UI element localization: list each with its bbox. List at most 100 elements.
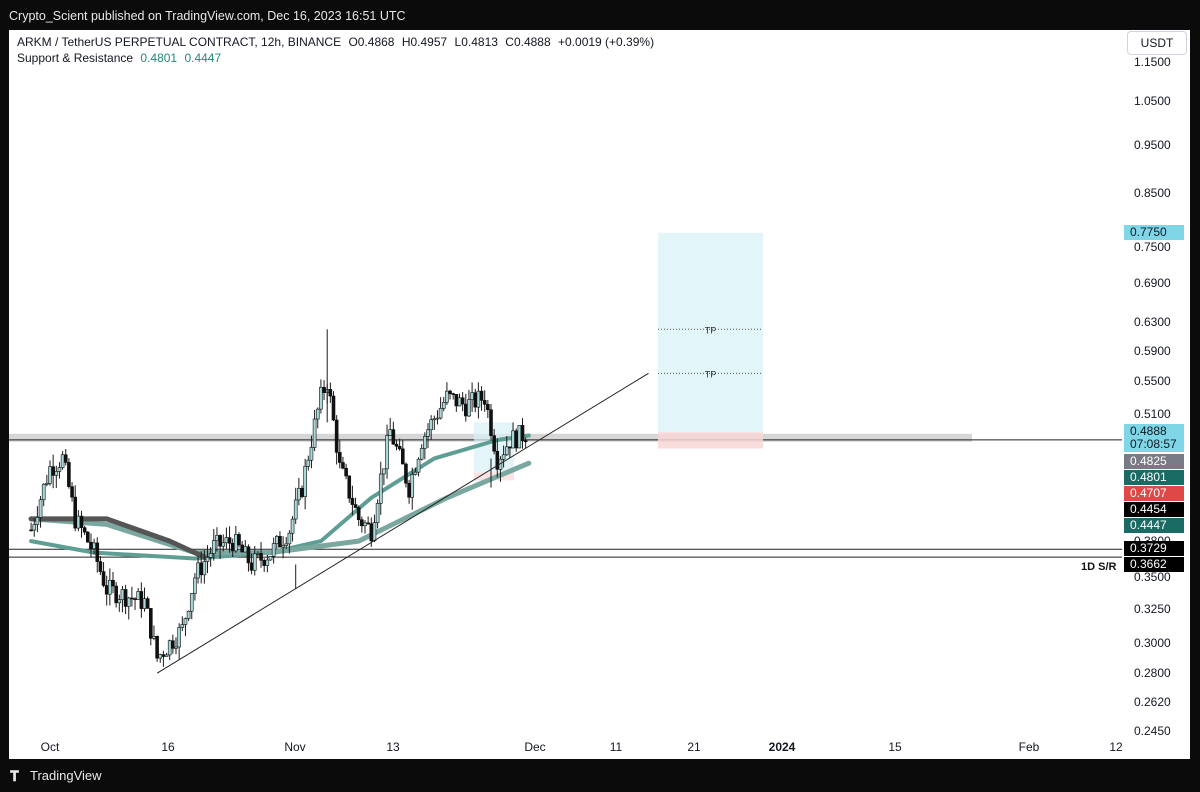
candle-body: [429, 419, 433, 431]
candle-body: [60, 454, 65, 468]
candle-body: [230, 542, 235, 552]
moving-average-line: [29, 433, 531, 561]
candle-body: [347, 475, 352, 499]
candle-body: [82, 527, 87, 533]
candle-body: [259, 553, 263, 561]
candle-body: [152, 635, 156, 639]
candle-body: [479, 390, 484, 401]
candle-body: [262, 560, 267, 566]
candle-body: [341, 462, 345, 469]
candle-body: [158, 654, 163, 659]
candle-body: [205, 557, 210, 562]
tradingview-logo-icon[interactable]: 𝐓: [10, 768, 20, 784]
candle-body: [319, 386, 323, 410]
candle-body: [218, 535, 222, 547]
price-tick-label: 0.3500: [1134, 569, 1171, 584]
candle-body: [315, 408, 320, 420]
candle-body: [463, 403, 468, 417]
candle-body: [171, 640, 175, 649]
candle-body: [457, 397, 462, 407]
close-value: C0.4888: [505, 35, 551, 49]
candle-body: [369, 523, 374, 542]
time-tick-label: 11: [609, 740, 623, 754]
candle-body: [130, 597, 134, 600]
time-tick-label: 16: [161, 740, 175, 754]
candle-body: [199, 562, 203, 576]
candle-body: [98, 561, 103, 572]
candle-body: [331, 395, 336, 421]
candle-body: [240, 544, 244, 553]
candle-body: [344, 467, 348, 477]
candle-body: [388, 429, 393, 436]
candle-body: [385, 435, 389, 470]
candle-body: [504, 446, 509, 456]
sr-label: 1D S/R: [1081, 561, 1117, 573]
candle-body: [174, 646, 178, 649]
candle-body: [180, 624, 185, 628]
candle-body: [114, 585, 118, 604]
candle-body: [423, 436, 427, 449]
candle-body: [104, 585, 109, 595]
price-tag: 0.4447: [1124, 518, 1184, 534]
candle-body: [360, 519, 364, 527]
chart-frame[interactable]: [9, 30, 1190, 759]
candle-body: [70, 486, 74, 498]
open-value: O0.4868: [348, 35, 395, 49]
candle-body: [123, 589, 128, 607]
candle-body: [290, 518, 295, 534]
candle-body: [492, 435, 496, 452]
candle-body: [126, 597, 131, 607]
candle-body: [186, 610, 191, 619]
candle-body: [470, 392, 474, 400]
candle-body: [215, 535, 219, 541]
candle-body: [271, 543, 276, 557]
tp-label: TP: [705, 325, 717, 335]
high-value: H0.4957: [401, 35, 448, 49]
indicator-name[interactable]: Support & Resistance: [17, 51, 134, 65]
candle-body: [413, 471, 418, 475]
stop-zone: [658, 432, 763, 449]
candle-body: [133, 598, 137, 601]
price-tick-label: 0.6900: [1134, 276, 1171, 290]
candle-body: [372, 522, 377, 542]
candle-body: [32, 524, 37, 531]
candle-body: [183, 618, 188, 625]
candle-body: [51, 466, 55, 476]
time-tick-label: Nov: [284, 740, 306, 754]
candle-body: [117, 599, 122, 604]
candle-body: [45, 483, 49, 485]
chart-legend: ARKM / TetherUS PERPETUAL CONTRACT, 12h,…: [17, 34, 654, 66]
candle-body: [511, 430, 515, 449]
candle-body: [350, 497, 355, 505]
footer-bar: 𝐓 TradingView: [0, 760, 1200, 792]
footer-brand[interactable]: TradingView: [30, 768, 102, 783]
candle-body: [523, 440, 528, 443]
candle-body: [356, 507, 361, 521]
price-tick-label: 1.1500: [1134, 55, 1171, 69]
candle-body: [337, 452, 342, 463]
candle-body: [394, 443, 399, 447]
candle-body: [363, 522, 367, 527]
price-tick-label: 1.0500: [1134, 94, 1171, 109]
candle-body: [460, 397, 465, 405]
price-tag: 0.3729: [1124, 541, 1184, 557]
candle-body: [73, 496, 77, 529]
change-value: +0.0019 (+0.39%): [558, 35, 655, 49]
candle-body: [303, 466, 307, 497]
candle-body: [189, 593, 194, 612]
candle-body: [212, 540, 216, 554]
symbol-label[interactable]: ARKM / TetherUS PERPETUAL CONTRACT, 12h,…: [17, 35, 342, 49]
indicator-value-2: 0.4447: [184, 51, 222, 65]
currency-button[interactable]: USDT: [1127, 31, 1187, 55]
candle-body: [246, 546, 251, 564]
time-tick-label: Oct: [40, 740, 60, 754]
price-tick-label: 0.9500: [1134, 137, 1171, 152]
candle-body: [281, 545, 285, 548]
price-tick-label: 0.3250: [1134, 601, 1171, 616]
time-tick-label: 2024: [768, 740, 796, 754]
candle-body: [161, 654, 166, 657]
candle-body: [79, 515, 84, 528]
candle-body: [268, 556, 273, 561]
candle-body: [353, 504, 358, 508]
